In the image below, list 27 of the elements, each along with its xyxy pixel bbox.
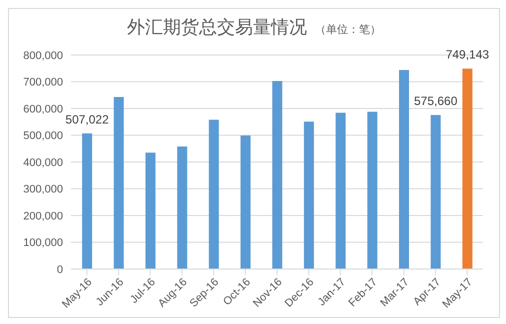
- y-tick-label: 500,000: [23, 130, 63, 142]
- bar: [114, 97, 124, 269]
- bar: [304, 122, 314, 269]
- y-tick-label: 300,000: [23, 184, 63, 196]
- bar: [430, 115, 441, 269]
- y-tick-label: 0: [56, 264, 63, 276]
- data-label: 575,660: [414, 94, 458, 108]
- bar: [177, 146, 188, 269]
- y-tick-label: 400,000: [23, 156, 63, 169]
- y-tick-label: 600,000: [23, 103, 63, 116]
- y-tick-label: 100,000: [23, 237, 63, 250]
- y-tick-label: 700,000: [23, 76, 63, 89]
- bar: [208, 120, 219, 269]
- bar: [399, 70, 410, 269]
- bar: [82, 133, 92, 269]
- bar: [462, 68, 472, 269]
- chart-title: 外汇期货总交易量情况: [127, 17, 307, 37]
- data-label: 507,022: [65, 112, 110, 126]
- data-label: 749,143: [446, 48, 490, 62]
- bar: [272, 80, 282, 269]
- bar: [145, 152, 156, 269]
- chart-subtitle: （单位：笔）: [315, 24, 381, 36]
- bar: [240, 136, 251, 269]
- bar: [336, 112, 346, 269]
- y-tick-label: 800,000: [23, 50, 63, 62]
- y-tick-label: 200,000: [23, 210, 63, 222]
- bar: [367, 112, 378, 269]
